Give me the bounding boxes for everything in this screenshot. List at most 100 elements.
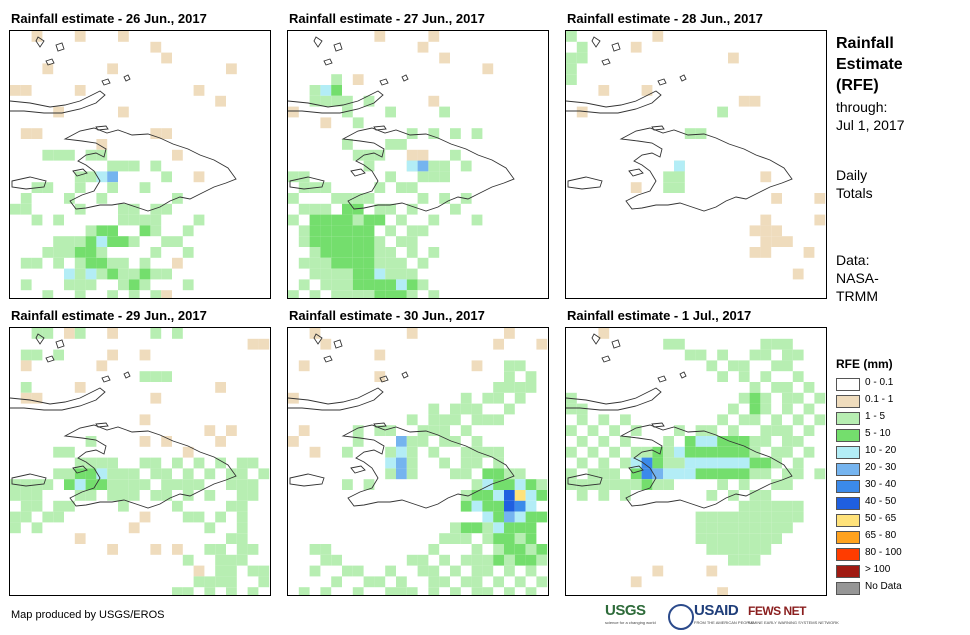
rainfall-cell <box>406 290 418 298</box>
rainfall-cell <box>493 468 504 480</box>
rainfall-cell <box>74 382 86 393</box>
legend-swatch <box>836 497 860 510</box>
rainfall-cell <box>514 490 526 501</box>
rainfall-cell <box>363 214 375 226</box>
rainfall-cell <box>450 468 461 480</box>
rainfall-cell <box>320 257 332 269</box>
rainfall-cell <box>406 247 418 258</box>
rainfall-cell <box>406 225 418 237</box>
rainfall-cell <box>450 149 461 161</box>
rainfall-cell <box>493 511 504 523</box>
rainfall-cell <box>363 95 375 107</box>
rainfall-cell <box>74 257 86 269</box>
rainfall-cell <box>342 95 353 107</box>
rainfall-cell <box>374 214 386 226</box>
rainfall-cell <box>663 468 674 480</box>
rainfall-cell <box>64 247 75 258</box>
rainfall-cell <box>396 214 407 226</box>
rainfall-cell <box>64 468 75 480</box>
rainfall-cell <box>64 193 75 204</box>
rainfall-cell <box>417 171 429 183</box>
rainfall-cell <box>695 511 707 523</box>
panel-title-2: Rainfall estimate - 27 Jun., 2017 <box>289 11 485 26</box>
rainfall-cell <box>749 247 761 258</box>
rainfall-cell <box>536 554 548 566</box>
rainfall-cell <box>20 349 32 361</box>
rainfall-cell <box>236 490 248 501</box>
rainfall-cell <box>428 565 440 577</box>
rainfall-cell <box>792 511 804 523</box>
rainfall-cell <box>236 500 248 512</box>
rainfall-cell <box>193 214 205 226</box>
rainfall-cell <box>96 225 108 237</box>
coastline <box>55 339 65 349</box>
rainfall-cell <box>150 392 162 404</box>
rainfall-cell <box>760 522 772 534</box>
rainfall-cell <box>706 565 718 577</box>
rainfall-cell <box>150 160 162 172</box>
rainfall-cell <box>417 565 429 577</box>
rainfall-cell <box>566 468 577 480</box>
rainfall-cell <box>258 338 270 350</box>
rainfall-cell <box>172 500 183 512</box>
rainfall-cell <box>331 85 342 96</box>
rainfall-cell <box>352 203 364 215</box>
legend-label: > 100 <box>865 564 891 575</box>
rainfall-cell <box>309 290 321 298</box>
rainfall-cell <box>771 500 782 512</box>
rainfall-cell <box>204 576 216 588</box>
rainfall-cell <box>738 446 750 458</box>
rainfall-cell <box>150 468 162 480</box>
rainfall-cell <box>792 468 804 480</box>
rainfall-cell <box>107 457 118 469</box>
rainfall-cell <box>226 533 237 544</box>
rainfall-cell <box>53 446 64 458</box>
rainfall-cell <box>139 349 151 361</box>
rainfall-cell <box>150 457 162 469</box>
rainfall-cell <box>118 279 129 291</box>
rainfall-cell <box>161 290 172 298</box>
rainfall-cell <box>482 392 494 404</box>
rainfall-cell <box>53 257 64 269</box>
legend-swatch <box>836 412 860 425</box>
rainfall-cell <box>525 490 537 501</box>
rainfall-cell <box>31 257 43 269</box>
rainfall-cell <box>150 328 162 339</box>
coastline <box>45 58 55 66</box>
rainfall-cell <box>493 576 504 588</box>
rainfall-cell <box>504 544 515 555</box>
rainfall-cell <box>74 171 86 183</box>
usgs-logo-text: USGS <box>605 602 646 619</box>
rainfall-cell <box>31 328 43 339</box>
rainfall-cell <box>760 511 772 523</box>
rainfall-cell <box>460 392 472 404</box>
rainfall-cell <box>760 500 772 512</box>
rainfall-cell <box>471 500 483 512</box>
rainfall-cell <box>504 328 515 339</box>
rainfall-cell <box>782 403 793 415</box>
rainfall-cell <box>96 247 108 258</box>
totals-block: Daily Totals <box>836 166 873 202</box>
rainfall-cell <box>771 533 782 544</box>
rainfall-cell <box>674 468 685 480</box>
rainfall-cell <box>226 500 237 512</box>
rainfall-cell <box>525 511 537 523</box>
rainfall-cell <box>320 279 332 291</box>
rainfall-cell <box>352 257 364 269</box>
rainfall-cell <box>396 139 407 150</box>
rainfall-cell <box>728 511 739 523</box>
rainfall-cell <box>363 236 375 247</box>
rainfall-cell <box>493 446 504 458</box>
rainfall-cell <box>53 349 64 361</box>
rainfall-cell <box>139 371 151 382</box>
usaid-logo-tag: FROM THE AMERICAN PEOPLE <box>694 620 754 625</box>
rainfall-cell <box>74 268 86 280</box>
rainfall-cell <box>193 85 205 96</box>
rainfall-cell <box>320 268 332 280</box>
coastline <box>566 90 662 114</box>
rainfall-cell <box>406 236 418 247</box>
rainfall-cell <box>566 63 577 75</box>
rainfall-cell <box>298 360 310 372</box>
rainfall-cell <box>352 425 364 436</box>
rainfall-cell <box>782 425 793 436</box>
